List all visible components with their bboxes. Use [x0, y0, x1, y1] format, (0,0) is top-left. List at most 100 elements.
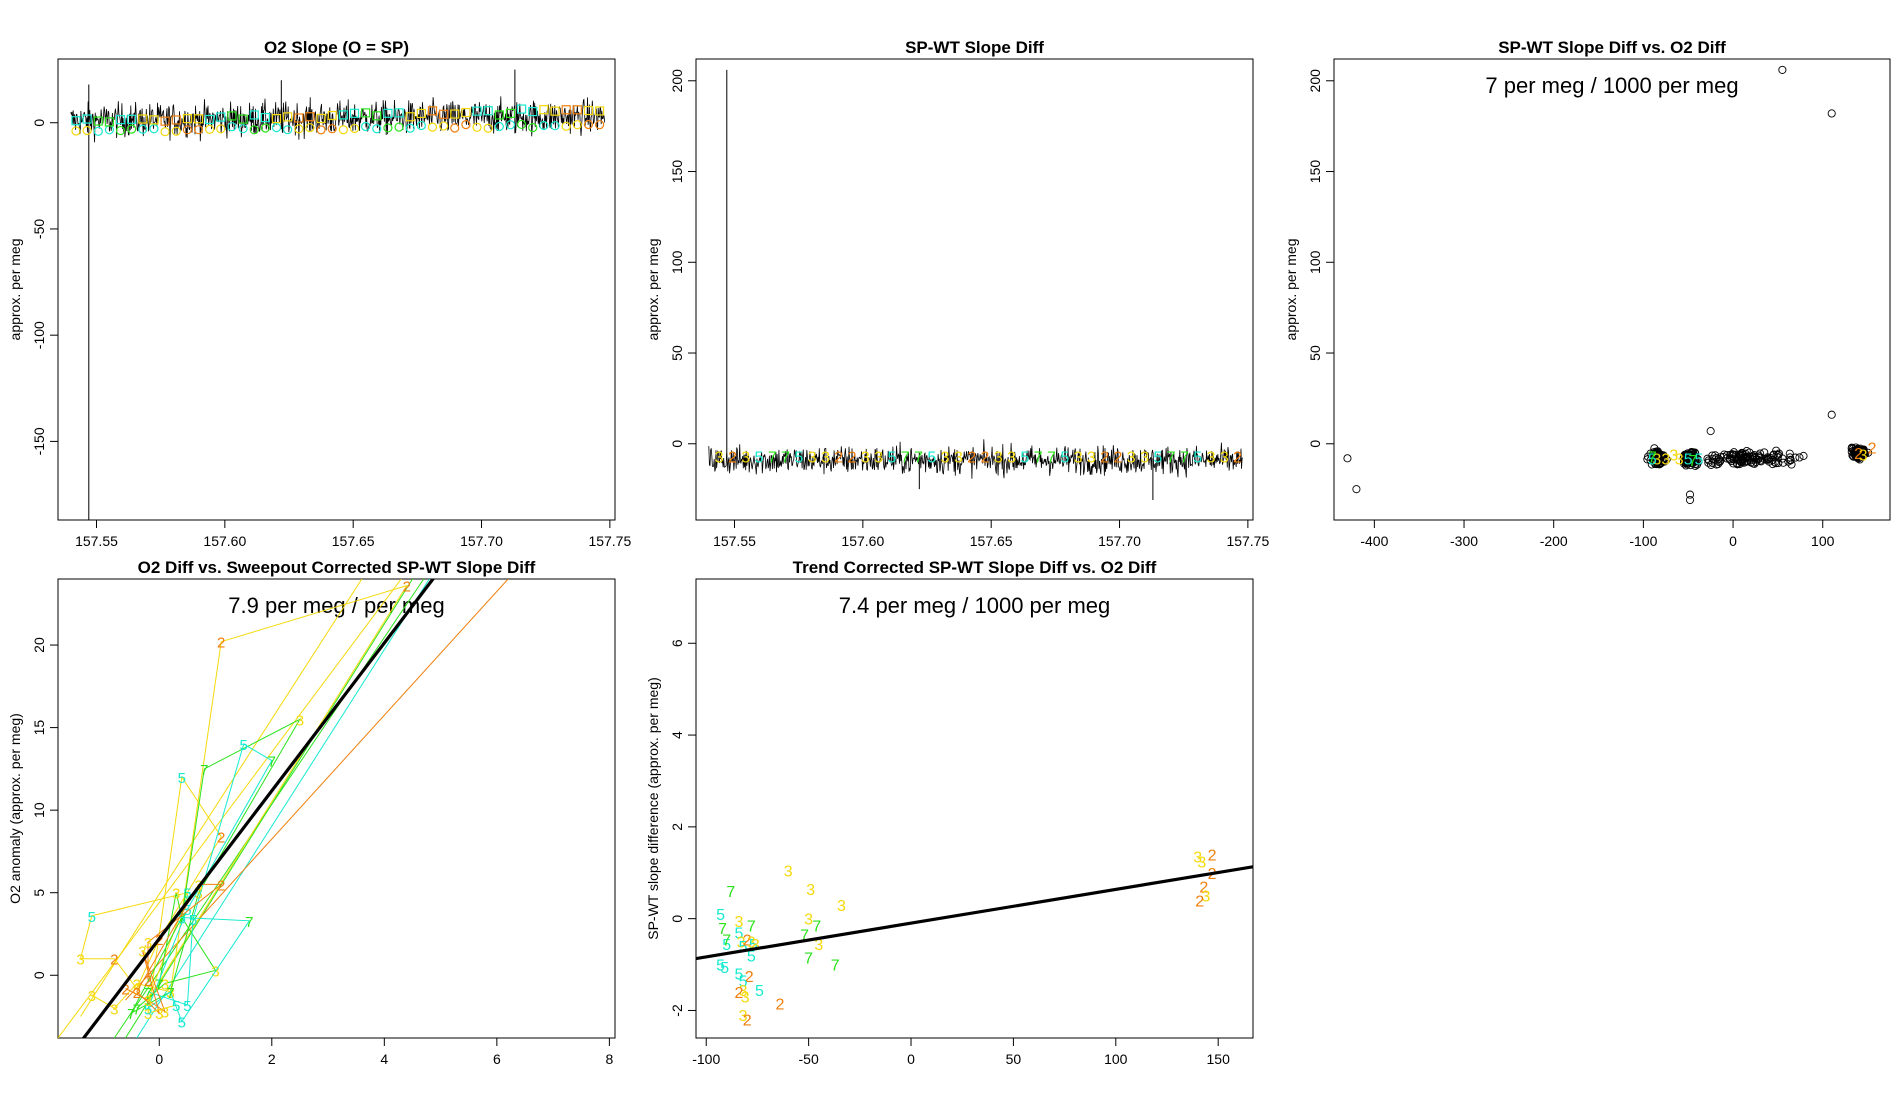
chart-title: SP-WT Slope Diff vs. O2 Diff: [1498, 38, 1726, 57]
group-label: 2: [133, 985, 141, 1002]
sp-marker: [249, 125, 259, 135]
group-label: 7: [155, 977, 163, 994]
group-label: 3: [741, 449, 750, 466]
group-label: 2: [776, 997, 785, 1014]
group-label: 5: [794, 449, 803, 466]
group-label: 7: [127, 1006, 135, 1023]
wt-marker: [505, 108, 516, 118]
sp-marker: [594, 120, 605, 130]
y-axis-label: SP-WT slope difference (approx. per meg): [645, 677, 661, 940]
slope-diff-trace: [708, 439, 1244, 479]
x-tick-label: -100: [1629, 533, 1657, 549]
y-tick-label: 0: [31, 971, 47, 979]
group-label: 5: [755, 983, 764, 1000]
sp-marker: [528, 123, 538, 133]
outlier-point: [1827, 410, 1836, 419]
group-label: 7: [781, 449, 790, 466]
group-label: 3: [1197, 854, 1206, 871]
wt-marker: [249, 110, 259, 120]
group-label: 3: [821, 449, 830, 466]
sp-marker: [149, 124, 159, 134]
group-label: 3: [1140, 449, 1149, 466]
scatter-point: [1723, 450, 1732, 460]
scatter-point: [1652, 450, 1661, 459]
group-label: 5: [749, 937, 758, 954]
sp-marker: [494, 121, 504, 132]
y-tick-label: 5: [31, 889, 47, 897]
sp-marker: [394, 122, 404, 132]
wt-marker: [561, 105, 571, 115]
group-label: 3: [784, 863, 793, 880]
scatter-point: [1714, 455, 1723, 464]
y-tick-label: 0: [31, 119, 47, 127]
wt-marker: [439, 109, 449, 119]
outlier-point: [1343, 454, 1352, 463]
y-tick-label: 10: [31, 802, 47, 818]
scatter-point: [1756, 449, 1765, 458]
scatter-point: [1712, 453, 1721, 462]
group-label: 5: [88, 909, 96, 926]
group-label: 3: [806, 882, 815, 899]
group-label: 5: [739, 974, 748, 991]
group-label: 5: [716, 958, 725, 975]
scatter-point: [1684, 457, 1693, 466]
group-label: 3: [739, 983, 748, 1000]
group-label: 3: [874, 449, 883, 466]
sp-marker: [383, 123, 393, 133]
wt-marker: [260, 112, 270, 123]
wt-marker: [383, 108, 393, 118]
y-tick-label: 0: [1307, 440, 1323, 448]
wt-marker: [472, 106, 482, 116]
group-label: 5: [1153, 449, 1162, 466]
scatter-point: [1703, 454, 1712, 463]
chart-title: SP-WT Slope Diff: [905, 38, 1044, 57]
plot-area: 3333223555323225357337733377377555755757…: [58, 579, 509, 1038]
scatter-point: [1766, 453, 1775, 462]
sp-marker: [216, 124, 226, 134]
group-label: 3: [837, 898, 846, 915]
scatter-point: [1743, 452, 1752, 461]
scatter-point: [1799, 451, 1808, 460]
sp-marker: [71, 126, 81, 136]
group-label: 5: [178, 1014, 186, 1031]
group-label: 7: [133, 1001, 141, 1018]
y-axis-label: approx. per meg: [645, 239, 661, 341]
group-label: 7: [178, 910, 186, 927]
group-label: 3: [804, 912, 813, 929]
group-label: 3: [1220, 449, 1229, 466]
x-tick-label: 4: [380, 1051, 388, 1067]
wt-marker: [416, 108, 426, 119]
y-tick-label: 50: [1307, 345, 1323, 361]
wt-marker: [227, 111, 237, 121]
plot-area: [70, 69, 606, 520]
sp-marker: [338, 125, 348, 135]
x-tick-label: -200: [1540, 533, 1568, 549]
sp-marker: [561, 121, 571, 131]
o2-slope-trace: [70, 96, 606, 143]
x-tick-label: 150: [1207, 1051, 1231, 1067]
group-label: 5: [1193, 449, 1202, 466]
panel-trend-corrected: Trend Corrected SP-WT Slope Diff vs. O2 …: [645, 558, 1254, 1067]
group-label: 3: [76, 952, 84, 969]
x-tick-label: 100: [1811, 533, 1835, 549]
scatter-point: [1680, 453, 1689, 462]
wt-marker: [160, 116, 170, 126]
sp-marker: [327, 124, 337, 134]
group-label: 3: [1007, 449, 1016, 466]
group-label: 3: [133, 977, 141, 994]
panel-slope-diff: SP-WT Slope Diff 157.55 157.60 157.65 157.70…: [645, 38, 1269, 549]
group-label: 3: [737, 935, 746, 952]
group-label: 5: [1695, 451, 1704, 468]
group-label: 3: [808, 449, 817, 466]
group-label: 3: [1201, 889, 1210, 906]
wt-marker: [450, 109, 460, 119]
group-label: 7: [1180, 449, 1189, 466]
sp-marker: [316, 125, 326, 135]
group-label: 7: [1648, 449, 1657, 466]
group-label: 2: [1100, 449, 1109, 466]
group-label: 5: [720, 960, 729, 977]
scatter-point: [1775, 449, 1784, 458]
sp-marker: [182, 125, 192, 135]
wt-marker: [494, 110, 504, 120]
